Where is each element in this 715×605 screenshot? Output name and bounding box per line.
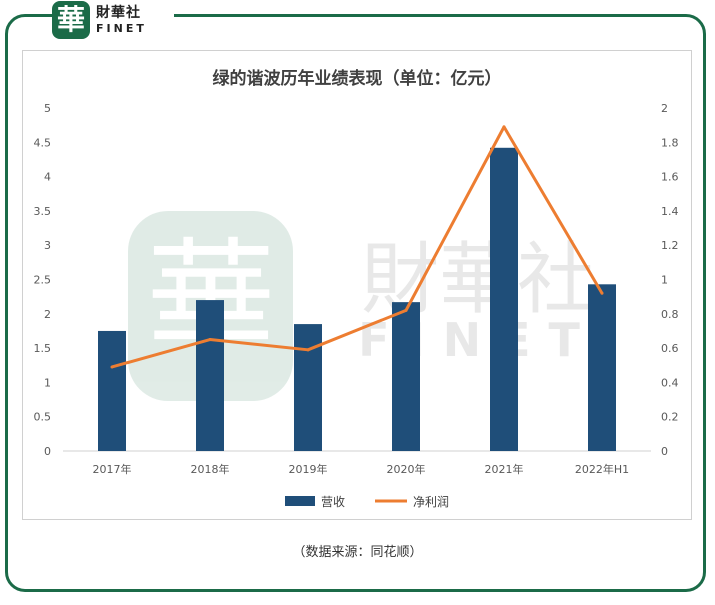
- net-profit-line: [111, 125, 604, 369]
- y-left-tick-label: 0.5: [34, 411, 52, 424]
- x-tick-label: 2019年: [289, 462, 328, 476]
- bar-2: [196, 300, 224, 451]
- y-left-tick-label: 4.5: [34, 136, 52, 149]
- y-right-tick-label: 2: [661, 102, 668, 115]
- y-right-tick-label: 1.8: [661, 136, 679, 149]
- line-point-2: [208, 338, 212, 342]
- x-tick-label: 2017年: [93, 462, 132, 476]
- x-tick-label: 2021年: [485, 462, 524, 476]
- y-left-tick-label: 3.5: [34, 205, 52, 218]
- line-point-3: [306, 348, 310, 352]
- y-axis-right: 0 0.2 0.4 0.6 0.8 1 1.2 1.4 1.6 1.8 2: [661, 102, 679, 458]
- bar-6: [588, 284, 616, 451]
- bar-5: [490, 147, 518, 451]
- y-right-tick-label: 0.6: [661, 342, 679, 355]
- y-axis-left: 0 0.5 1 1.5 2 2.5 3 3.5 4 4.5 5: [34, 102, 52, 458]
- brand-seal-icon: 華: [52, 1, 90, 39]
- y-left-tick-label: 2: [44, 308, 51, 321]
- revenue-profit-chart: 華 財華社 FINET 绿的谐波历年业绩表现（单位：亿元） 00.511.522…: [34, 68, 679, 509]
- y-left-tick-label: 5: [44, 102, 51, 115]
- y-right-tick-label: 1.2: [661, 239, 679, 252]
- y-left-tick-label: 1: [44, 376, 51, 389]
- y-right-tick-label: 0: [661, 445, 668, 458]
- x-tick-label: 2018年: [191, 462, 230, 476]
- bar-3: [294, 324, 322, 451]
- legend-label-revenue: 营收: [321, 495, 345, 509]
- y-right-tick-label: 0.8: [661, 308, 679, 321]
- line-series: [110, 125, 604, 369]
- x-axis-labels: 2017年 2018年 2019年 2020年 2021年 2022年H1: [93, 462, 630, 476]
- y-left-tick-label: 0: [44, 445, 51, 458]
- line-point-6: [600, 291, 604, 295]
- bar-4: [392, 302, 420, 451]
- y-right-tick-label: 0.4: [661, 376, 679, 389]
- brand-name-en: FINET: [96, 22, 147, 35]
- x-tick-label: 2022年H1: [575, 462, 629, 476]
- legend: 营收 净利润: [285, 495, 449, 509]
- y-left-tick-label: 3: [44, 239, 51, 252]
- outer-frame: [5, 14, 706, 592]
- bar-1: [98, 330, 126, 451]
- y-right-tick-label: 1.4: [661, 205, 679, 218]
- brand-logo: 華 財華社 FINET: [52, 0, 174, 40]
- brand-text: 財華社 FINET: [96, 6, 147, 34]
- y-right-tick-label: 1: [661, 274, 668, 287]
- line-point-4: [404, 308, 408, 312]
- y-left-tick-label: 2.5: [34, 274, 52, 287]
- legend-swatch-revenue: [285, 496, 315, 506]
- line-point-1: [110, 365, 114, 369]
- x-tick-label: 2020年: [387, 462, 426, 476]
- chart-container: 華 財華社 FINET 绿的谐波历年业绩表现（单位：亿元） 00.511.522…: [22, 50, 692, 520]
- bar-series: [98, 147, 616, 451]
- chart-title: 绿的谐波历年业绩表现（单位：亿元）: [213, 68, 502, 89]
- y-right-tick-label: 1.6: [661, 171, 679, 184]
- legend-label-net-profit: 净利润: [413, 495, 449, 509]
- y-left-tick-label: 4: [44, 171, 51, 184]
- line-point-5: [502, 125, 506, 129]
- source-note: （数据来源：同花顺）: [292, 545, 423, 560]
- y-left-tick-label: 1.5: [34, 342, 52, 355]
- brand-name-cn: 財華社: [96, 5, 141, 21]
- y-right-tick-label: 0.2: [661, 411, 679, 424]
